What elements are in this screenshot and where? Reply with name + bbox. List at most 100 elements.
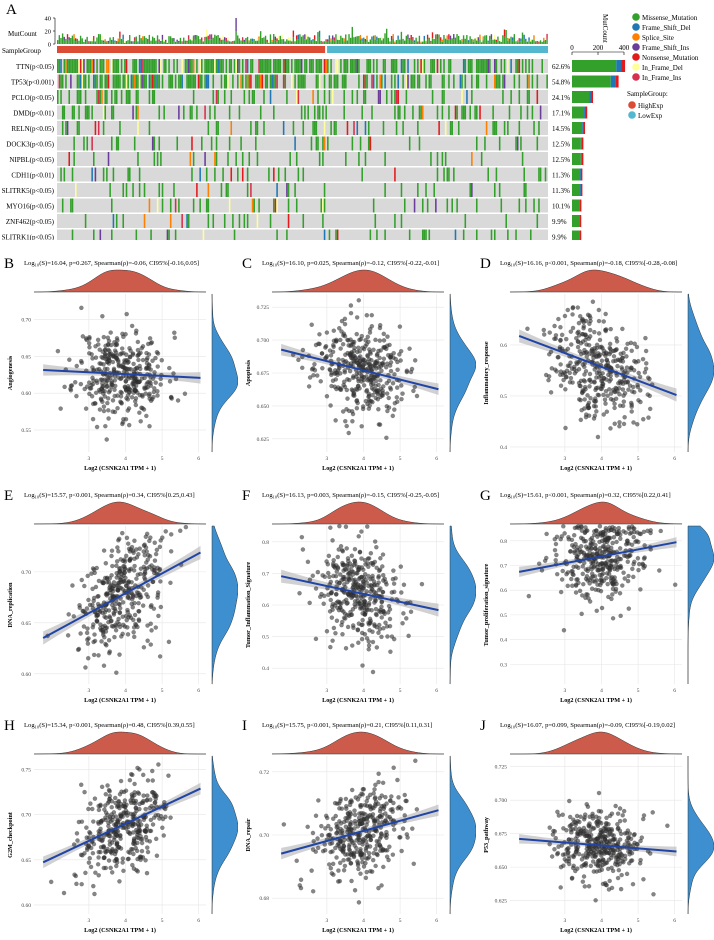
data-point <box>366 833 370 837</box>
data-point <box>338 847 342 851</box>
data-point <box>598 524 602 528</box>
mutation-cell <box>275 75 277 89</box>
mutation-cell <box>378 90 380 104</box>
data-point <box>87 351 91 355</box>
mutation-cell <box>538 199 540 213</box>
mutation-cell <box>124 75 126 89</box>
data-point <box>563 371 567 375</box>
data-point <box>83 871 87 875</box>
mutation-cell <box>337 230 339 241</box>
mutation-cell <box>91 168 93 182</box>
data-point <box>377 588 381 592</box>
data-point <box>74 394 78 398</box>
data-point <box>80 578 84 582</box>
mutcount-bar <box>415 38 416 44</box>
mutation-cell <box>196 59 198 73</box>
data-point <box>140 393 144 397</box>
mutation-cell <box>317 75 319 89</box>
data-point <box>108 843 112 847</box>
mutation-cell <box>263 59 265 73</box>
mutcount-bar <box>334 41 335 44</box>
data-point <box>385 391 389 395</box>
mutation-cell <box>489 59 491 73</box>
mutation-cell <box>88 106 90 120</box>
mutation-cell <box>230 168 232 182</box>
mutcount-bar <box>98 34 99 44</box>
gene-count-other <box>582 122 583 134</box>
mutation-cell <box>471 90 473 104</box>
gene-percent: 14.5% <box>552 125 570 133</box>
mutation-cell <box>319 106 321 120</box>
data-point <box>353 599 357 603</box>
stats-title: Log₁₀(S)=15.34, p<0.001, Spearman(ρ)=0.4… <box>24 722 195 729</box>
mutation-cell <box>307 106 309 120</box>
mutation-cell <box>190 59 192 73</box>
mutation-cell <box>204 152 206 166</box>
data-point <box>609 397 613 401</box>
data-point <box>138 593 142 597</box>
data-point <box>149 818 153 822</box>
mutation-cell <box>520 106 522 120</box>
gene-count-missense <box>572 107 584 119</box>
data-point <box>358 872 362 876</box>
mutcount-bar <box>375 35 376 39</box>
data-point <box>360 663 364 667</box>
mutation-cell <box>101 90 103 104</box>
mutcount-bar <box>214 35 215 44</box>
mutation-cell <box>409 230 411 241</box>
data-point <box>114 342 118 346</box>
data-point <box>364 876 368 880</box>
mutcount-bar <box>466 35 467 44</box>
gene-count-other <box>584 107 585 119</box>
data-point <box>329 850 333 854</box>
mutation-cell <box>104 106 106 120</box>
mutation-cell <box>186 214 188 228</box>
x-tick-label: 6 <box>435 688 438 694</box>
data-point <box>72 842 76 846</box>
mutation-cell <box>212 75 214 89</box>
mutation-cell <box>465 59 467 73</box>
mutcount-bar <box>266 40 267 42</box>
data-point <box>125 618 129 622</box>
data-point <box>313 368 317 372</box>
mutcount-bar <box>294 41 295 44</box>
mutcount-bar <box>402 39 403 44</box>
data-point <box>145 824 149 828</box>
data-point <box>591 356 595 360</box>
data-point <box>104 616 108 620</box>
data-point <box>366 814 370 818</box>
data-point <box>350 643 354 647</box>
mutation-cell <box>460 75 462 89</box>
mutcount-bar <box>122 35 123 40</box>
data-point <box>368 869 372 873</box>
mutcount-bar <box>332 40 333 44</box>
data-point <box>345 424 349 428</box>
mutcount-bar <box>309 37 310 40</box>
data-point <box>85 631 89 635</box>
data-point <box>548 842 552 846</box>
mutation-cell <box>528 90 530 104</box>
data-point <box>574 590 578 594</box>
data-point <box>321 573 325 577</box>
data-point <box>374 545 378 549</box>
mutcount-bar <box>137 43 138 44</box>
mutation-cell <box>283 75 285 89</box>
mutcount-bar <box>75 41 76 44</box>
mutation-cell <box>276 59 278 73</box>
mutcount-bar <box>131 41 132 42</box>
mutation-cell <box>193 152 195 166</box>
data-point <box>597 369 601 373</box>
data-point <box>311 889 315 893</box>
y-density <box>688 526 714 684</box>
mutation-cell <box>162 75 164 89</box>
data-point <box>91 417 95 421</box>
data-point <box>617 557 621 561</box>
data-point <box>104 810 108 814</box>
mutation-cell <box>96 90 98 104</box>
data-point <box>320 833 324 837</box>
data-point <box>133 622 137 626</box>
mutation-cell <box>271 75 273 89</box>
mutcount-bar <box>80 36 81 44</box>
data-point <box>312 839 316 843</box>
data-point <box>608 346 612 350</box>
